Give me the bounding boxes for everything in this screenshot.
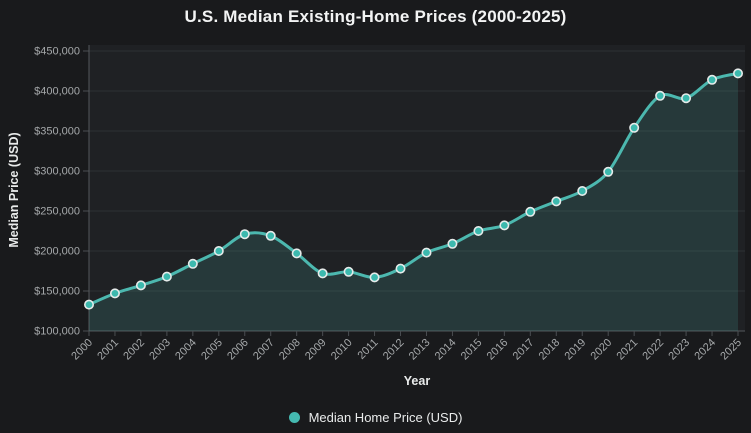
- data-point-2012[interactable]: [395, 263, 406, 274]
- data-point-2013[interactable]: [421, 247, 432, 258]
- y-tick-label: $400,000: [34, 86, 80, 98]
- x-tick-label: 2024: [692, 337, 718, 363]
- data-point-2017[interactable]: [525, 206, 536, 217]
- x-tick-label: 2014: [433, 337, 459, 363]
- x-axis-title: Year: [403, 374, 431, 388]
- data-point-2004[interactable]: [187, 258, 198, 269]
- x-tick-label: 2007: [251, 337, 277, 363]
- y-tick-label: $300,000: [34, 166, 80, 178]
- x-tick-label: 2018: [537, 337, 563, 363]
- data-point-2024[interactable]: [707, 74, 718, 85]
- legend-item-median-home-price[interactable]: Median Home Price (USD): [288, 410, 463, 425]
- data-point-2019[interactable]: [577, 186, 588, 197]
- x-tick-label: 2019: [563, 337, 589, 363]
- x-tick-label: 2003: [147, 337, 173, 363]
- data-point-2002[interactable]: [135, 280, 146, 291]
- x-tick-label: 2025: [718, 337, 744, 363]
- x-tick-label: 2009: [303, 337, 329, 363]
- x-tick-label: 2020: [589, 337, 615, 363]
- x-tick-label: 2012: [381, 337, 407, 363]
- data-point-2006[interactable]: [239, 229, 250, 240]
- x-tick-label: 2001: [95, 337, 121, 363]
- x-tick-label: 2023: [666, 337, 692, 363]
- x-tick-label: 2000: [69, 337, 95, 363]
- x-tick-label: 2004: [173, 337, 199, 363]
- data-point-2009[interactable]: [317, 268, 328, 279]
- x-tick-label: 2008: [277, 337, 303, 363]
- legend-dot-icon: [288, 412, 300, 423]
- legend-label: Median Home Price (USD): [308, 410, 463, 425]
- data-point-2014[interactable]: [447, 238, 458, 249]
- data-point-2015[interactable]: [473, 226, 484, 237]
- data-point-2010[interactable]: [343, 266, 354, 277]
- data-point-2003[interactable]: [161, 271, 172, 282]
- x-tick-label: 2017: [511, 337, 537, 363]
- y-tick-label: $150,000: [34, 286, 80, 298]
- data-point-2016[interactable]: [499, 220, 510, 231]
- data-point-2020[interactable]: [603, 166, 614, 177]
- y-tick-label: $350,000: [34, 126, 80, 138]
- x-tick-label: 2022: [640, 337, 666, 363]
- x-tick-label: 2006: [225, 337, 251, 363]
- y-axis-title: Median Price (USD): [7, 132, 21, 248]
- data-point-2001[interactable]: [109, 288, 120, 299]
- chart-title: U.S. Median Existing-Home Prices (2000-2…: [184, 7, 567, 26]
- data-point-2021[interactable]: [629, 122, 640, 133]
- data-point-2023[interactable]: [681, 93, 692, 104]
- x-tick-label: 2002: [121, 337, 147, 363]
- data-point-2022[interactable]: [655, 90, 666, 101]
- data-point-2005[interactable]: [213, 246, 224, 257]
- chart-legend: Median Home Price (USD): [0, 410, 751, 425]
- data-point-2011[interactable]: [369, 272, 380, 283]
- y-tick-label: $250,000: [34, 206, 80, 218]
- x-tick-label: 2015: [459, 337, 485, 363]
- x-tick-label: 2016: [485, 337, 511, 363]
- y-tick-label: $200,000: [34, 246, 80, 258]
- data-point-2000[interactable]: [84, 299, 95, 310]
- y-tick-label: $450,000: [34, 46, 80, 58]
- y-tick-label: $100,000: [34, 326, 80, 338]
- series-area-fill: [89, 73, 738, 332]
- x-tick-label: 2013: [407, 337, 433, 363]
- x-tick-label: 2011: [355, 337, 380, 362]
- data-point-2008[interactable]: [291, 248, 302, 259]
- x-tick-label: 2005: [199, 337, 225, 363]
- plot-area-background: [89, 45, 745, 331]
- x-tick-label: 2021: [614, 337, 640, 363]
- data-point-2025[interactable]: [732, 68, 743, 79]
- data-point-2007[interactable]: [265, 230, 276, 241]
- x-tick-label: 2010: [329, 337, 355, 363]
- data-point-2018[interactable]: [551, 196, 562, 207]
